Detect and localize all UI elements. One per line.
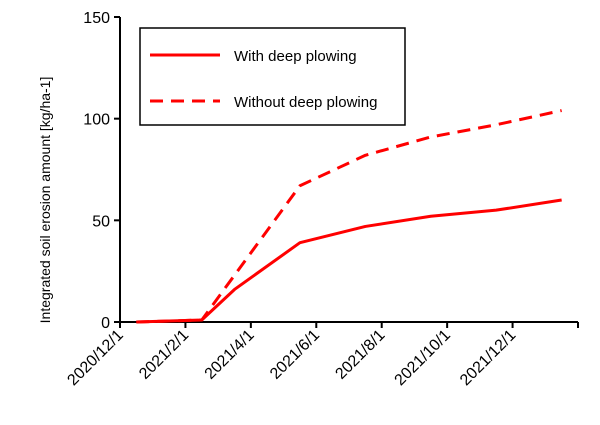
x-tick-label: 2021/10/1 xyxy=(392,327,454,389)
y-axis: 0 50 100 150 xyxy=(83,10,121,332)
y-axis-label: Integrated soil erosion amount [kg/ha-1] xyxy=(37,77,53,324)
series-lines xyxy=(136,109,562,324)
x-tick-label: 2021/2/1 xyxy=(136,327,192,383)
y-tick-label: 150 xyxy=(83,10,110,27)
series-line-with-deep-plowing xyxy=(136,198,562,324)
x-tick-label: 2021/6/1 xyxy=(267,327,323,383)
series-line-without-deep-plowing xyxy=(136,109,562,324)
legend-label-with: With deep plowing xyxy=(234,48,357,65)
x-tick-label: 2020/12/1 xyxy=(64,327,126,389)
x-tick-label: 2021/4/1 xyxy=(202,327,258,383)
legend-label-without: Without deep plowing xyxy=(234,94,377,111)
legend: With deep plowing Without deep plowing xyxy=(139,27,406,126)
x-axis: 2020/12/1 2021/2/1 2021/4/1 2021/6/1 2021/8/… xyxy=(64,321,579,389)
y-tick-label: 100 xyxy=(83,112,110,129)
x-tick-label: 2021/8/1 xyxy=(332,327,388,383)
legend-box xyxy=(139,27,406,126)
x-tick-label: 2021/12/1 xyxy=(457,327,519,389)
y-tick-label: 50 xyxy=(92,213,110,230)
y-tick-label: 0 xyxy=(101,315,110,332)
